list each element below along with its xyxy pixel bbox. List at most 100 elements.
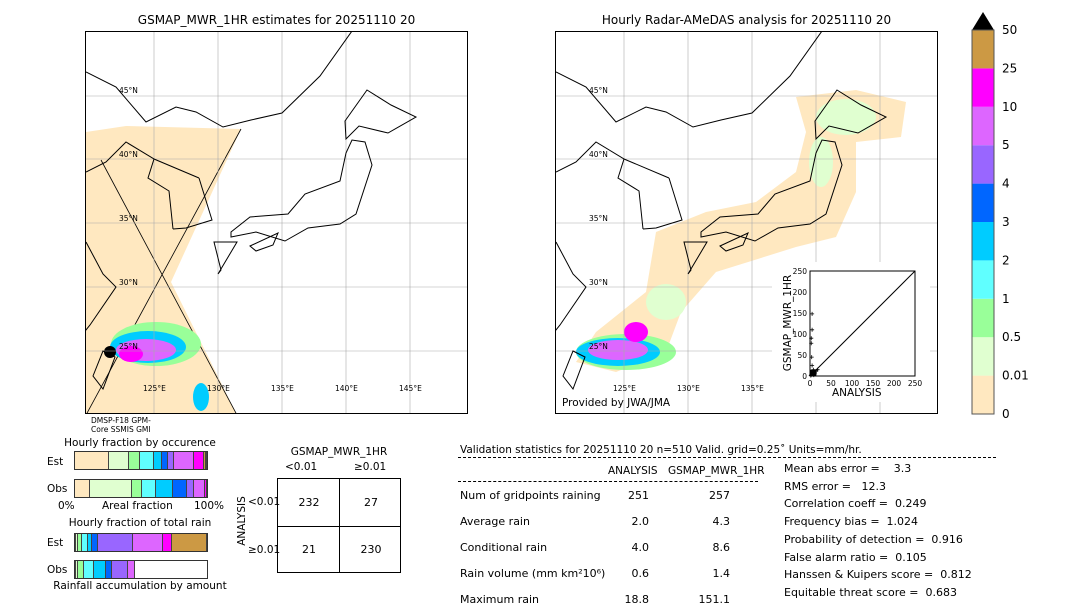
colorbar-tick-label: 0.01 — [1002, 369, 1029, 383]
bar-segment — [172, 534, 207, 551]
row-label: <0.01 — [248, 496, 281, 508]
col-label: ≥0.01 — [354, 461, 387, 473]
colorbar-segment — [972, 298, 994, 338]
y-tick-label: 250 — [793, 267, 808, 276]
x-tick-label: 100 — [845, 379, 860, 388]
stat-label: Average rain — [460, 515, 530, 528]
scatter-point — [810, 327, 815, 332]
lat-label: 25°N — [119, 342, 138, 351]
colorbar-tick-label: 25 — [1002, 61, 1017, 75]
colorbar-segment — [972, 183, 994, 222]
left-map-title: GSMAP_MWR_1HR estimates for 20251110 20 — [137, 13, 416, 27]
credit-text: Provided by JWA/JMA — [562, 397, 671, 409]
colorbar-tick-label: 5 — [1002, 138, 1010, 152]
stat-label: Maximum rain — [460, 593, 539, 606]
lon-label: 135°E — [271, 384, 294, 393]
y-tick-label: 50 — [797, 351, 807, 360]
scatter-point — [809, 341, 814, 346]
bar-segment — [78, 561, 84, 578]
bar-segment — [108, 452, 130, 469]
bar-segment — [131, 480, 142, 497]
x-tick-label: 0 — [808, 379, 813, 388]
scatter-point — [810, 363, 815, 368]
colorbar-tick-label: 10 — [1002, 100, 1017, 114]
bar-segment — [167, 452, 174, 469]
colorbar: 0 0.01 0.5 1 2 3 4 5 10 25 50 — [971, 12, 1029, 421]
score-line: Correlation coeff = 0.249 — [784, 497, 927, 511]
lat-label: 25°N — [589, 342, 608, 351]
scatter-point — [809, 336, 814, 341]
bar-segment — [75, 452, 109, 469]
lon-label: 135°E — [741, 384, 764, 393]
scatter-point — [810, 311, 815, 316]
x-tick-100: 100% — [194, 500, 225, 512]
score-line: RMS error = 12.3 — [784, 479, 886, 493]
bar-segment — [83, 561, 94, 578]
lat-label: 45°N — [119, 86, 138, 95]
bar-segment — [105, 561, 112, 578]
contingency-title: GSMAP_MWR_1HR — [290, 446, 388, 458]
rain-obs-bar — [74, 560, 208, 579]
lon-label: 140°E — [335, 384, 358, 393]
x-tick-0: 0% — [58, 500, 75, 512]
left-map: 45°N 40°N 35°N 30°N 25°N 125°E 130°E 135… — [85, 31, 468, 414]
contingency-table: 232 27 21 230 — [277, 478, 401, 573]
row-label: ≥0.01 — [248, 544, 281, 556]
bar-segment — [92, 534, 98, 551]
lon-label: 130°E — [207, 384, 230, 393]
bar-segment — [155, 480, 173, 497]
bar-segment — [204, 480, 207, 497]
colorbar-tick-label: 50 — [1002, 23, 1017, 37]
bar-segment — [128, 561, 136, 578]
occurrence-title: Hourly fraction by occurence — [64, 437, 216, 449]
lat-label: 30°N — [119, 278, 138, 287]
scatter-inset: 0 0 50 50 100 100 150 150 200 200 250 250 ANALYSIS … — [772, 262, 930, 402]
colorbar-segment — [972, 222, 994, 261]
colorbar-tick-label: 1 — [1002, 292, 1010, 306]
y-tick-label: 100 — [793, 330, 808, 339]
score-line: Frequency bias = 1.024 — [784, 515, 919, 529]
cell-miss: 21 — [302, 543, 316, 556]
stat-gsmap: 1.4 — [712, 567, 731, 580]
est-label: Est — [47, 456, 64, 468]
bar-segment — [186, 480, 194, 497]
col-label: <0.01 — [285, 461, 318, 473]
lon-label: 145°E — [399, 384, 422, 393]
bar-segment — [133, 534, 164, 551]
bar-segment — [129, 452, 140, 469]
bar-segment — [78, 534, 83, 551]
lon-label: 130°E — [677, 384, 700, 393]
occurrence-est-bar — [74, 451, 208, 470]
cell-hit-none: 232 — [298, 496, 320, 509]
rain-est-bar — [74, 533, 208, 552]
stat-analysis: 251 — [628, 489, 649, 502]
obs-label: Obs — [47, 564, 68, 576]
colorbar-segment — [972, 375, 994, 414]
diagonal-line — [809, 270, 916, 377]
x-tick-label: 150 — [866, 379, 881, 388]
stat-gsmap: 151.1 — [698, 593, 731, 606]
bar-segment — [75, 561, 77, 578]
scatter-point — [809, 355, 814, 360]
bar-segment — [97, 534, 134, 551]
colorbar-tick-label: 2 — [1002, 253, 1010, 267]
stat-gsmap: 8.6 — [712, 541, 731, 554]
row-axis-label: ANALYSIS — [236, 496, 248, 546]
colorbar-segment — [972, 68, 994, 107]
lat-label: 30°N — [589, 278, 608, 287]
bar-segment — [141, 480, 156, 497]
lat-label: 40°N — [119, 150, 138, 159]
cell-hit: 230 — [360, 543, 382, 556]
stat-gsmap: 4.3 — [712, 515, 731, 528]
score-line: False alarm ratio = 0.105 — [784, 550, 927, 564]
score-line: Hanssen & Kuipers score = 0.812 — [784, 568, 972, 582]
stat-analysis: 18.8 — [624, 593, 650, 606]
bar-segment — [111, 561, 129, 578]
y-tick-label: 200 — [793, 288, 808, 297]
colorbar-tick-label: 0.5 — [1002, 330, 1021, 344]
stat-label: Conditional rain — [460, 541, 548, 554]
bar-segment — [173, 452, 194, 469]
lon-label: 125°E — [613, 384, 636, 393]
stat-label: Num of gridpoints raining — [460, 489, 601, 502]
lat-label: 40°N — [589, 150, 608, 159]
